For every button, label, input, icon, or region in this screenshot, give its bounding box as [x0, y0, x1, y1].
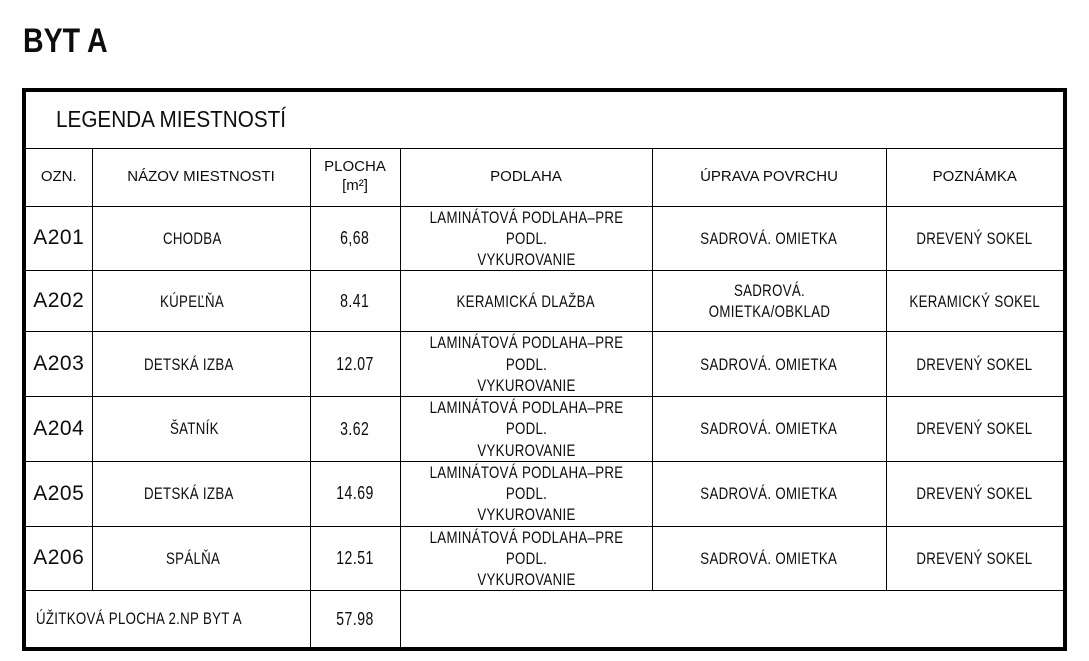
room-code: A205	[33, 481, 85, 505]
cell-nazov: SPÁLŇA	[91, 525, 311, 592]
cell-poznamka: DREVENÝ SOKEL	[885, 331, 1066, 397]
column-header-uprava: ÚPRAVA POVRCHU	[651, 147, 887, 207]
room-code: A206	[33, 546, 85, 570]
column-header-row: OZN. NÁZOV MIESTNOSTI PLOCHA [m²] PODLAH…	[23, 147, 1066, 207]
cell-ozn: A201	[23, 205, 93, 272]
cell-uprava: SADROVÁ. OMIETKA	[651, 460, 887, 527]
total-empty-cell	[399, 590, 1066, 650]
column-header-podlaha: PODLAHA	[399, 147, 653, 207]
room-name: CHODBA	[163, 228, 223, 248]
room-note: KERAMICKÝ SOKEL	[909, 291, 1041, 311]
room-code: A201	[33, 226, 85, 250]
cell-ozn: A202	[23, 270, 93, 333]
room-name: KÚPEĽŇA	[159, 291, 225, 311]
room-floor: LAMINÁTOVÁ PODLAHA–PRE PODL. VYKUROVANIE	[429, 527, 623, 590]
room-area: 3.62	[340, 418, 370, 439]
cell-ozn: A205	[23, 460, 93, 527]
cell-plocha: 12.07	[309, 331, 401, 397]
cell-poznamka: DREVENÝ SOKEL	[885, 205, 1066, 272]
room-surface: SADROVÁ. OMIETKA	[700, 354, 838, 374]
room-area: 8.41	[340, 291, 370, 311]
room-name: DETSKÁ IZBA	[143, 484, 234, 503]
room-legend-table: LEGENDA MIESTNOSTÍ OZN. NÁZOV MIESTNOSTI…	[22, 88, 1068, 651]
cell-ozn: A206	[23, 525, 93, 592]
table-row: A204 ŠATNÍK 3.62 LAMINÁTOVÁ PODLAHA–PRE …	[23, 396, 1066, 462]
room-note: DREVENÝ SOKEL	[916, 484, 1033, 503]
room-note: DREVENÝ SOKEL	[916, 419, 1033, 439]
cell-podlaha: LAMINÁTOVÁ PODLAHA–PRE PODL. VYKUROVANIE	[399, 460, 653, 527]
page-title: BYT A	[23, 22, 108, 60]
cell-plocha: 8.41	[309, 270, 401, 333]
total-area-cell: 57.98	[309, 590, 401, 650]
column-header-plocha: PLOCHA [m²]	[309, 147, 401, 207]
room-floor: LAMINÁTOVÁ PODLAHA–PRE PODL. VYKUROVANIE	[429, 462, 623, 525]
cell-podlaha: LAMINÁTOVÁ PODLAHA–PRE PODL. VYKUROVANIE	[399, 396, 653, 462]
room-surface: SADROVÁ. OMIETKA	[700, 548, 838, 568]
room-surface: SADROVÁ. OMIETKA/OBKLAD	[708, 281, 830, 322]
cell-plocha: 3.62	[309, 396, 401, 462]
total-row: ÚŽITKOVÁ PLOCHA 2.NP BYT A 57.98	[23, 590, 1066, 650]
total-label: ÚŽITKOVÁ PLOCHA 2.NP BYT A	[35, 609, 242, 629]
cell-ozn: A203	[23, 331, 93, 397]
total-area: 57.98	[336, 608, 374, 629]
room-code: A202	[33, 289, 85, 313]
cell-nazov: DETSKÁ IZBA	[91, 331, 311, 397]
cell-uprava: SADROVÁ. OMIETKA	[651, 396, 887, 462]
column-header-poznamka: POZNÁMKA	[885, 147, 1066, 207]
cell-nazov: ŠATNÍK	[91, 396, 311, 462]
room-floor: LAMINÁTOVÁ PODLAHA–PRE PODL. VYKUROVANIE	[429, 398, 623, 460]
cell-ozn: A204	[23, 396, 93, 462]
cell-plocha: 14.69	[309, 460, 401, 527]
cell-uprava: SADROVÁ. OMIETKA	[651, 331, 887, 397]
cell-nazov: DETSKÁ IZBA	[91, 460, 311, 527]
room-note: DREVENÝ SOKEL	[916, 228, 1033, 248]
cell-poznamka: DREVENÝ SOKEL	[885, 525, 1066, 592]
cell-nazov: CHODBA	[91, 205, 311, 272]
cell-uprava: SADROVÁ. OMIETKA	[651, 205, 887, 272]
room-note: DREVENÝ SOKEL	[916, 354, 1033, 374]
room-floor: LAMINÁTOVÁ PODLAHA–PRE PODL. VYKUROVANIE	[429, 333, 623, 395]
room-name: ŠATNÍK	[169, 419, 219, 439]
table-row: A206 SPÁLŇA 12.51 LAMINÁTOVÁ PODLAHA–PRE…	[23, 525, 1066, 592]
legend-title-cell: LEGENDA MIESTNOSTÍ	[23, 89, 1066, 149]
room-area: 12.51	[336, 548, 374, 569]
room-name: SPÁLŇA	[166, 548, 221, 568]
cell-plocha: 12.51	[309, 525, 401, 592]
room-floor: LAMINÁTOVÁ PODLAHA–PRE PODL. VYKUROVANIE	[429, 207, 623, 270]
table-row: A201 CHODBA 6,68 LAMINÁTOVÁ PODLAHA–PRE …	[23, 205, 1066, 272]
column-header-ozn: OZN.	[23, 147, 93, 207]
table-row: A203 DETSKÁ IZBA 12.07 LAMINÁTOVÁ PODLAH…	[23, 331, 1066, 397]
cell-nazov: KÚPEĽŇA	[91, 270, 311, 333]
cell-poznamka: DREVENÝ SOKEL	[885, 396, 1066, 462]
cell-podlaha: LAMINÁTOVÁ PODLAHA–PRE PODL. VYKUROVANIE	[399, 525, 653, 592]
room-area: 14.69	[336, 483, 374, 504]
cell-poznamka: DREVENÝ SOKEL	[885, 460, 1066, 527]
cell-podlaha: LAMINÁTOVÁ PODLAHA–PRE PODL. VYKUROVANIE	[399, 205, 653, 272]
room-code: A204	[33, 416, 85, 440]
table-row: A205 DETSKÁ IZBA 14.69 LAMINÁTOVÁ PODLAH…	[23, 460, 1066, 527]
room-name: DETSKÁ IZBA	[143, 354, 234, 374]
legend-title: LEGENDA MIESTNOSTÍ	[56, 106, 287, 133]
legend-title-row: LEGENDA MIESTNOSTÍ	[23, 89, 1066, 149]
room-area: 12.07	[336, 353, 374, 374]
cell-plocha: 6,68	[309, 205, 401, 272]
column-header-nazov: NÁZOV MIESTNOSTI	[91, 147, 311, 207]
table-row: A202 KÚPEĽŇA 8.41 KERAMICKÁ DLAŽBA SADRO…	[23, 270, 1066, 333]
cell-uprava: SADROVÁ. OMIETKA/OBKLAD	[651, 270, 887, 333]
cell-podlaha: LAMINÁTOVÁ PODLAHA–PRE PODL. VYKUROVANIE	[399, 331, 653, 397]
room-area: 6,68	[340, 228, 370, 249]
room-surface: SADROVÁ. OMIETKA	[700, 419, 838, 439]
total-label-cell: ÚŽITKOVÁ PLOCHA 2.NP BYT A	[23, 590, 311, 650]
room-surface: SADROVÁ. OMIETKA	[700, 484, 838, 503]
room-note: DREVENÝ SOKEL	[916, 548, 1033, 568]
room-code: A203	[33, 352, 85, 376]
cell-podlaha: KERAMICKÁ DLAŽBA	[399, 270, 653, 333]
room-surface: SADROVÁ. OMIETKA	[700, 228, 838, 248]
room-floor: KERAMICKÁ DLAŽBA	[456, 291, 596, 311]
cell-uprava: SADROVÁ. OMIETKA	[651, 525, 887, 592]
cell-poznamka: KERAMICKÝ SOKEL	[885, 270, 1066, 333]
